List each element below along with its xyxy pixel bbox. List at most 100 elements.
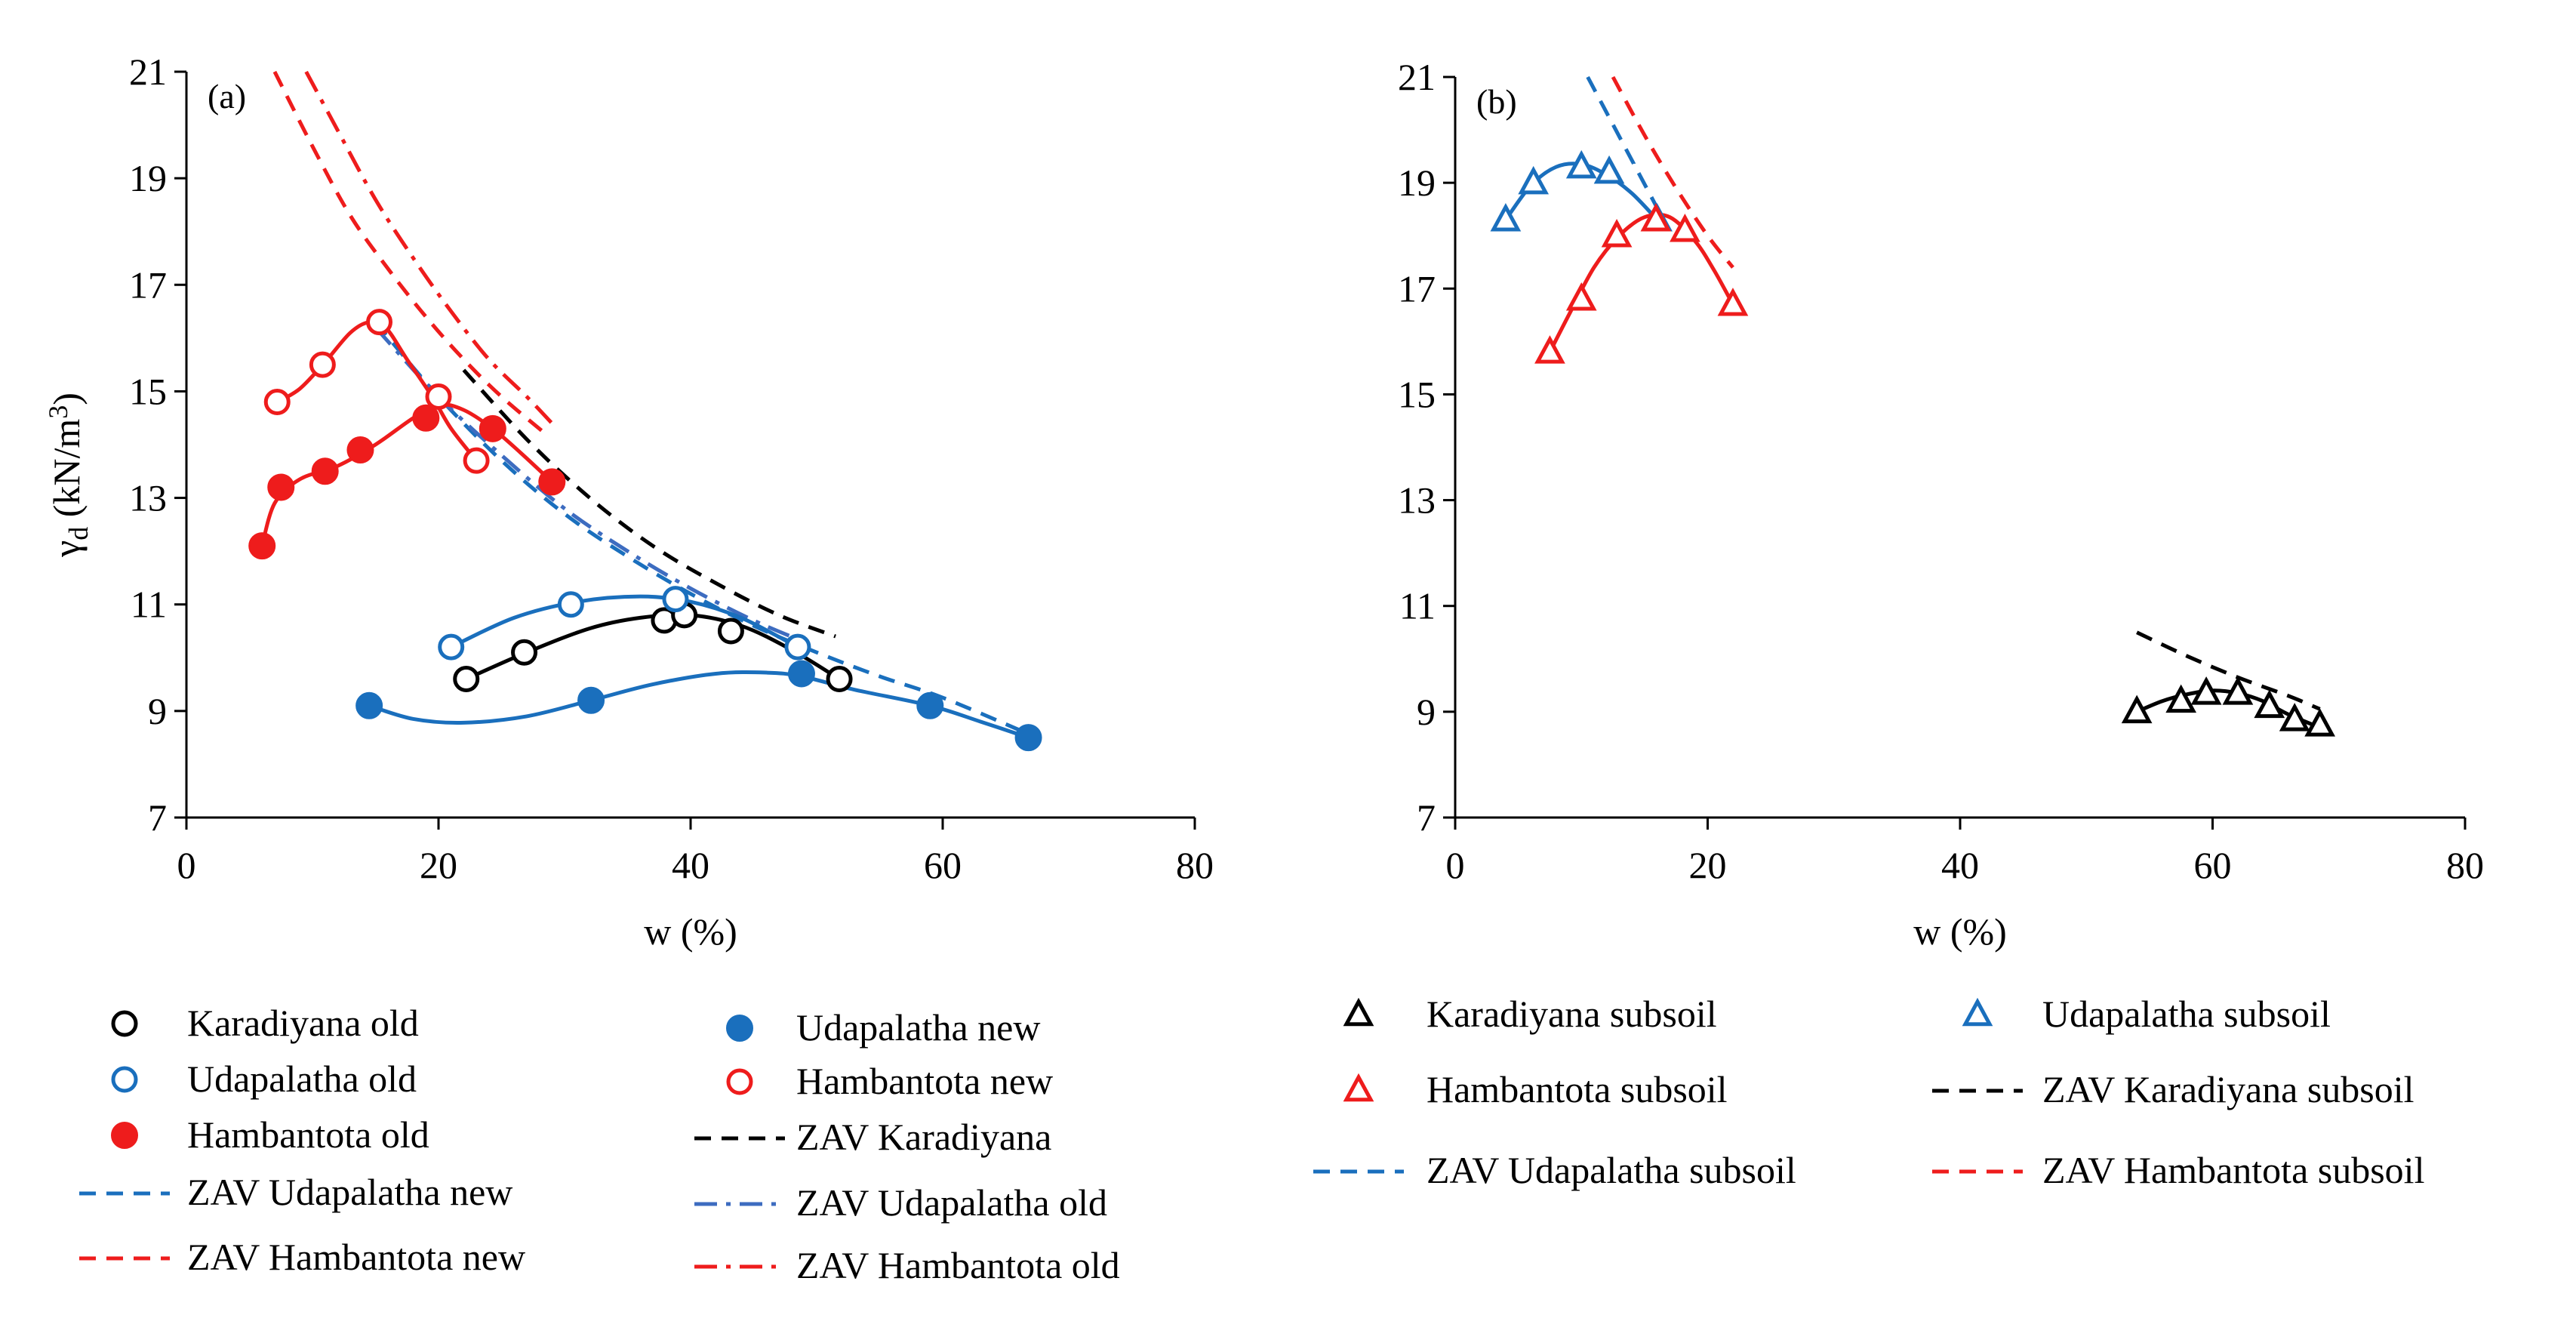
data-point-hambantota-subsoil xyxy=(1601,218,1633,248)
x-tick-label: 0 xyxy=(1446,844,1465,886)
data-point-hambantota-new xyxy=(366,309,393,336)
data-point-hambantota-new xyxy=(463,447,490,474)
data-point-udapalatha-new xyxy=(355,691,383,719)
y-tick-label: 9 xyxy=(1417,691,1436,733)
data-point-hambantota-old xyxy=(248,532,276,560)
data-point-hambantota-subsoil xyxy=(1640,202,1672,232)
data-point-udapalatha-old xyxy=(662,586,689,613)
legend-swatch-hambantota-old xyxy=(111,1122,138,1149)
y-tick-label: 13 xyxy=(129,477,167,519)
y-tick-label: 21 xyxy=(1398,56,1436,98)
series-line-zav-hambantota-new xyxy=(272,70,547,436)
legend-label-zav-udapalatha-subsoil: ZAV Udapalatha subsoil xyxy=(1426,1149,1796,1191)
data-point-hambantota-new xyxy=(263,389,291,416)
data-point-udapalatha-subsoil xyxy=(1518,165,1550,195)
y-tick-label: 13 xyxy=(1398,479,1436,522)
series-line-zav-udapalatha-new xyxy=(374,321,1032,737)
y-axis-label-part: (kN/m xyxy=(45,419,88,527)
data-point-hambantota-subsoil xyxy=(1717,288,1749,316)
x-tick-label: 0 xyxy=(177,844,196,886)
data-point-hambantota-old xyxy=(346,436,374,464)
data-point-hambantota-subsoil xyxy=(1534,335,1565,364)
legend-label-zav-hambantota-new: ZAV Hambantota new xyxy=(187,1236,525,1278)
series-line-zav-hambantota-subsoil xyxy=(1611,75,1734,269)
series-line-zav-hambantota-old xyxy=(304,70,554,425)
data-point-hambantota-old xyxy=(538,468,566,496)
x-tick-label: 20 xyxy=(1689,844,1727,886)
legend-label-hambantota-subsoil: Hambantota subsoil xyxy=(1426,1068,1728,1110)
fit-curve-karadiyana-subsoil xyxy=(2136,688,2321,730)
data-point-hambantota-subsoil xyxy=(1565,282,1597,311)
y-tick-label: 15 xyxy=(129,370,167,412)
y-tick-label: 9 xyxy=(148,690,167,732)
legend-label-hambantota-old: Hambantota old xyxy=(187,1113,429,1156)
legend-label-zav-karadiyana-subsoil: ZAV Karadiyana subsoil xyxy=(2042,1068,2414,1110)
data-point-karadiyana-subsoil xyxy=(2254,689,2285,719)
data-point-hambantota-old xyxy=(479,414,506,442)
y-tick-label: 11 xyxy=(1399,585,1436,627)
y-tick-label: 7 xyxy=(148,796,167,839)
data-point-udapalatha-old xyxy=(784,633,811,661)
fit-curve-hambantota-old xyxy=(260,402,554,547)
y-tick-label: 19 xyxy=(1398,162,1436,204)
data-point-hambantota-new xyxy=(425,383,452,410)
legend-swatch-karadiyana-subsoil xyxy=(1343,997,1374,1027)
data-point-hambantota-old xyxy=(311,457,339,485)
legend-swatch-hambantota-subsoil xyxy=(1343,1073,1374,1102)
x-tick-label: 80 xyxy=(2446,844,2484,886)
y-axis-label-part: ) xyxy=(45,393,88,405)
legend-label-hambantota-new: Hambantota new xyxy=(796,1060,1053,1102)
data-point-karadiyana-old xyxy=(826,666,853,693)
data-point-hambantota-new xyxy=(309,351,336,378)
data-point-karadiyana-subsoil xyxy=(2165,684,2197,713)
panel-label: (a) xyxy=(208,77,246,115)
x-tick-label: 20 xyxy=(420,844,457,886)
legend-swatch-karadiyana-old xyxy=(111,1010,138,1037)
x-axis-label: w (%) xyxy=(644,910,737,953)
legend-label-udapalatha-old: Udapalatha old xyxy=(187,1058,417,1100)
data-point-karadiyana-old xyxy=(511,639,538,666)
data-point-udapalatha-new xyxy=(787,660,815,688)
y-axis-label-part: 3 xyxy=(43,405,73,419)
x-tick-label: 80 xyxy=(1176,844,1214,886)
series-line-zav-udapalatha-subsoil xyxy=(1586,75,1666,221)
y-tick-label: 17 xyxy=(129,263,167,306)
panel-label: (b) xyxy=(1476,82,1517,121)
data-point-udapalatha-new xyxy=(577,686,605,714)
legend-label-zav-udapalatha-old: ZAV Udapalatha old xyxy=(796,1181,1107,1224)
x-tick-label: 40 xyxy=(672,844,709,886)
series-line-zav-karadiyana xyxy=(462,368,836,639)
y-tick-label: 11 xyxy=(131,584,167,626)
y-axis-label-part: γ xyxy=(45,540,88,558)
y-axis-label-part: d xyxy=(63,527,94,540)
fit-curve-hambantota-subsoil xyxy=(1548,212,1735,353)
y-tick-label: 15 xyxy=(1398,373,1436,415)
x-axis-label: w (%) xyxy=(1913,910,2007,953)
legend-label-zav-karadiyana: ZAV Karadiyana xyxy=(796,1116,1051,1158)
data-point-udapalatha-subsoil xyxy=(1490,202,1522,232)
data-point-udapalatha-old xyxy=(438,633,465,661)
data-point-hambantota-old xyxy=(267,473,295,501)
legend-label-zav-udapalatha-new: ZAV Udapalatha new xyxy=(187,1171,512,1213)
legend-panel-b: Karadiyana subsoil Hambantota subsoil ZAV … xyxy=(1313,993,2424,1191)
data-point-udapalatha-subsoil xyxy=(1565,149,1597,179)
data-point-karadiyana-subsoil xyxy=(2222,676,2254,705)
legend-label-zav-hambantota-subsoil: ZAV Hambantota subsoil xyxy=(2042,1149,2424,1191)
legend-panel-a: Karadiyana old Udapalatha old Hambantota o… xyxy=(79,1002,1120,1286)
legend-swatch-udapalatha-new xyxy=(726,1015,753,1042)
chart-panel-a: 7 9 11 13 15 17 19 21 0 20 40 60 80 w (%) γd (kN/m3) (a… xyxy=(43,51,1214,953)
data-point-udapalatha-old xyxy=(557,591,584,618)
legend-swatch-udapalatha-subsoil xyxy=(1962,997,1993,1027)
legend-swatch-hambantota-new xyxy=(726,1068,753,1095)
data-point-udapalatha-new xyxy=(916,691,944,719)
fit-curve-udapalatha-old xyxy=(450,594,799,649)
data-point-karadiyana-subsoil xyxy=(2121,694,2153,724)
y-tick-label: 19 xyxy=(129,157,167,199)
data-point-karadiyana-subsoil xyxy=(2279,703,2310,731)
legend-label-zav-hambantota-old: ZAV Hambantota old xyxy=(796,1244,1120,1286)
data-point-karadiyana-subsoil xyxy=(2304,708,2336,737)
legend-swatch-udapalatha-old xyxy=(111,1066,138,1093)
data-point-udapalatha-new xyxy=(1014,724,1042,752)
y-tick-label: 7 xyxy=(1417,796,1436,839)
